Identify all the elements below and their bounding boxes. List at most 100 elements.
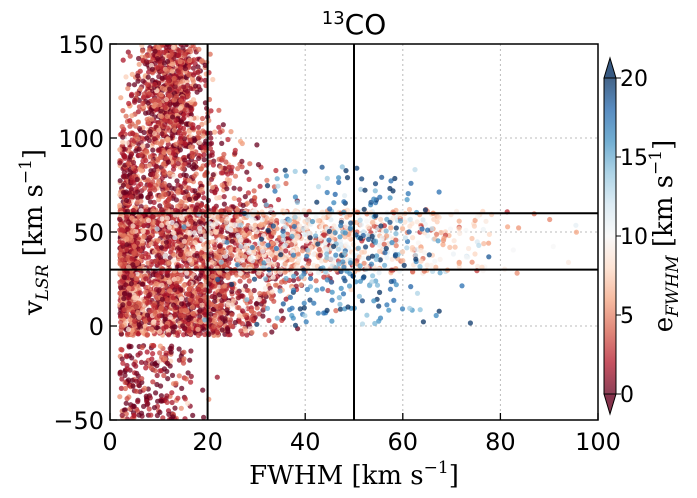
data-point <box>138 204 144 210</box>
data-point <box>179 78 186 84</box>
data-point <box>237 270 243 276</box>
data-point <box>194 89 200 95</box>
data-point <box>224 186 230 192</box>
data-point <box>154 363 160 369</box>
data-point <box>215 214 221 220</box>
data-point <box>199 121 205 127</box>
data-point <box>406 206 413 213</box>
data-point <box>165 220 171 226</box>
data-point <box>198 272 204 278</box>
data-point <box>407 223 413 229</box>
data-point <box>154 272 160 278</box>
data-point <box>173 197 179 203</box>
data-point <box>143 204 149 210</box>
data-point <box>118 313 124 319</box>
data-point <box>149 356 155 362</box>
data-point <box>269 240 275 246</box>
data-point <box>216 107 222 113</box>
data-point <box>117 261 123 267</box>
data-point <box>377 248 383 254</box>
data-point <box>134 91 140 97</box>
data-point <box>157 368 163 374</box>
data-point <box>186 178 192 184</box>
data-point <box>393 237 399 243</box>
data-point <box>235 295 242 301</box>
data-point <box>171 127 178 133</box>
data-point <box>196 155 202 161</box>
data-point <box>148 365 154 371</box>
data-point <box>181 84 187 90</box>
data-point <box>117 290 123 296</box>
data-point <box>173 380 179 386</box>
data-point <box>174 330 180 336</box>
data-point <box>231 185 237 191</box>
data-point <box>257 290 263 297</box>
data-point <box>140 100 146 107</box>
data-point <box>407 216 413 222</box>
data-point <box>137 290 143 296</box>
data-point <box>118 369 124 375</box>
data-point <box>196 257 203 263</box>
data-point <box>483 218 489 224</box>
data-point <box>141 129 147 136</box>
data-point <box>185 321 191 327</box>
data-point <box>221 263 227 269</box>
data-point <box>358 222 364 228</box>
data-point <box>466 245 472 252</box>
data-point <box>257 183 263 189</box>
data-point <box>346 245 352 251</box>
data-point <box>251 287 257 294</box>
data-point <box>119 278 125 284</box>
data-point <box>235 166 241 172</box>
data-point <box>434 231 440 237</box>
data-point <box>156 147 162 153</box>
data-point <box>158 92 164 98</box>
data-point <box>231 195 237 201</box>
data-point <box>177 59 183 65</box>
data-point <box>262 198 268 204</box>
data-point <box>260 248 266 254</box>
data-point <box>172 405 178 411</box>
data-point <box>154 372 160 379</box>
data-point <box>173 283 180 289</box>
data-point <box>325 287 331 294</box>
data-point <box>139 344 145 350</box>
data-point <box>280 236 286 243</box>
data-point <box>228 246 234 252</box>
data-point <box>131 243 137 249</box>
data-point <box>146 47 152 53</box>
data-point <box>157 329 163 335</box>
data-point <box>169 68 175 74</box>
data-point <box>119 412 125 418</box>
data-point <box>129 71 135 77</box>
data-point <box>457 230 463 236</box>
data-point <box>384 255 390 261</box>
data-point <box>179 308 185 314</box>
data-point <box>234 213 240 219</box>
data-point <box>240 202 246 208</box>
data-point <box>136 55 142 62</box>
data-point <box>181 356 187 362</box>
data-point <box>550 243 556 250</box>
data-point <box>209 293 215 300</box>
data-point <box>189 304 195 310</box>
data-point <box>196 286 202 292</box>
data-point <box>148 326 155 332</box>
data-point <box>140 281 146 287</box>
data-point <box>136 126 143 132</box>
data-point <box>158 393 164 399</box>
data-point <box>207 51 213 57</box>
data-point <box>151 303 157 309</box>
data-point <box>202 62 208 68</box>
data-point <box>209 239 215 245</box>
data-point <box>271 298 277 304</box>
data-point <box>198 220 204 226</box>
data-point <box>150 271 156 278</box>
data-point <box>163 155 169 161</box>
data-point <box>212 129 218 135</box>
data-point <box>167 93 173 99</box>
data-point <box>151 319 157 325</box>
data-point <box>447 244 453 250</box>
data-point <box>185 370 191 376</box>
data-point <box>123 74 129 80</box>
